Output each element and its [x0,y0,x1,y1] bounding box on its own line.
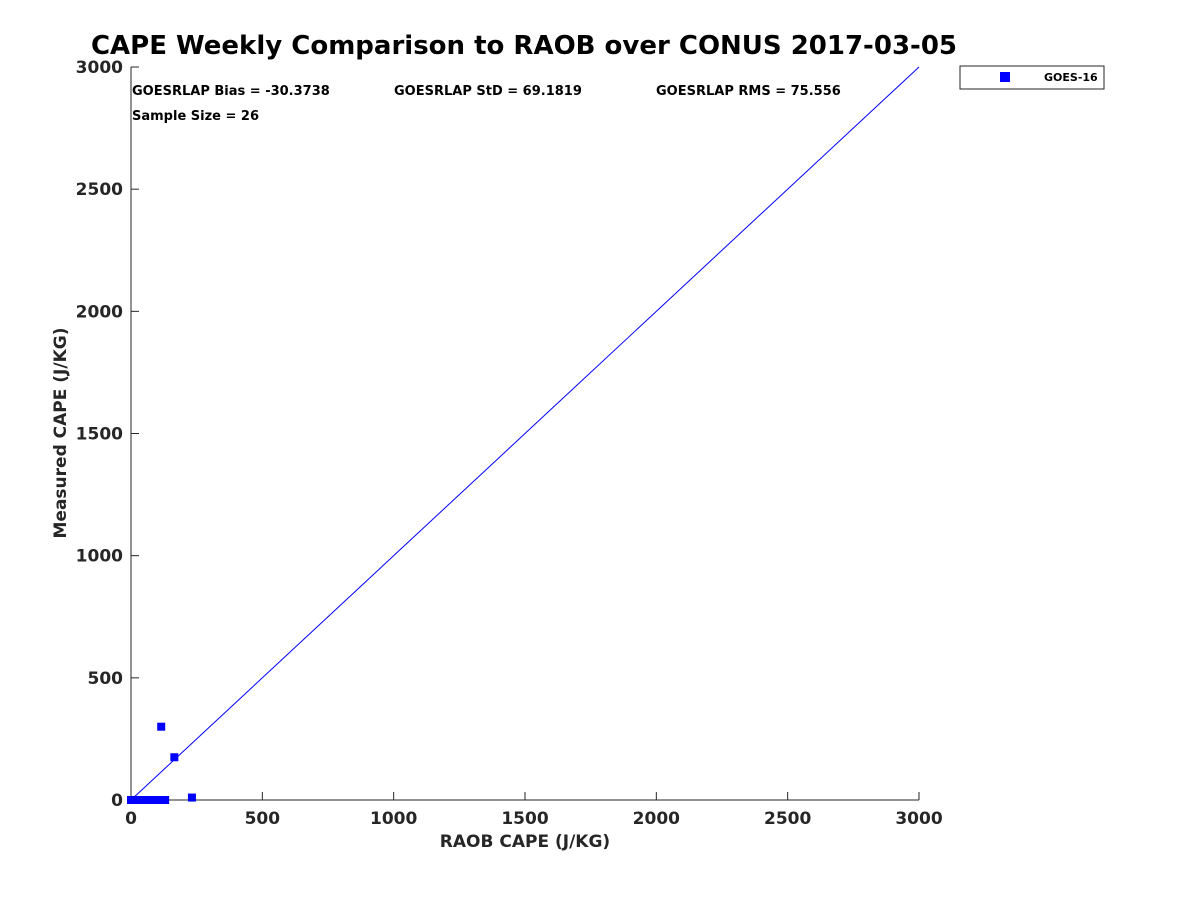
x-tick-label: 500 [245,809,281,829]
y-axis-ticks: 0 500 1000 1500 2000 2500 3000 [76,58,139,811]
y-axis-label: Measured CAPE (J/KG) [51,328,71,539]
chart-title: CAPE Weekly Comparison to RAOB over CONU… [91,31,957,61]
rms-annotation: GOESRLAP RMS = 75.556 [656,84,841,99]
data-point [131,796,140,804]
y-tick-label: 0 [111,791,123,811]
legend-label-goes16: GOES-16 [1044,71,1098,84]
y-tick-label: 500 [88,669,124,689]
data-point [187,793,196,802]
goes16-data-points [127,722,196,804]
data-point [161,796,170,804]
x-tick-label: 1000 [370,809,417,829]
legend: GOES-16 [959,65,1105,90]
x-axis-ticks: 0 500 1000 1500 2000 2500 3000 [125,792,943,829]
y-tick-label: 1000 [76,547,123,567]
x-tick-label: 2500 [764,809,811,829]
x-tick-label: 2000 [633,809,680,829]
x-tick-label: 3000 [895,809,942,829]
data-point [157,722,166,731]
x-axis-label: RAOB CAPE (J/KG) [440,832,610,852]
x-tick-label: 0 [125,809,137,829]
y-tick-label: 2500 [76,180,123,200]
one-to-one-reference-line [130,66,920,801]
data-point [170,753,179,762]
bias-annotation: GOESRLAP Bias = -30.3738 [132,84,330,99]
sample-size-annotation: Sample Size = 26 [132,109,259,124]
y-tick-label: 1500 [76,425,123,445]
y-tick-label: 3000 [76,58,123,78]
x-tick-label: 1500 [501,809,548,829]
data-point [139,796,148,804]
legend-box [959,65,1105,90]
legend-marker-square-icon [1000,72,1010,82]
y-tick-label: 2000 [76,302,123,322]
data-point [146,796,155,804]
std-annotation: GOESRLAP StD = 69.1819 [394,84,582,99]
